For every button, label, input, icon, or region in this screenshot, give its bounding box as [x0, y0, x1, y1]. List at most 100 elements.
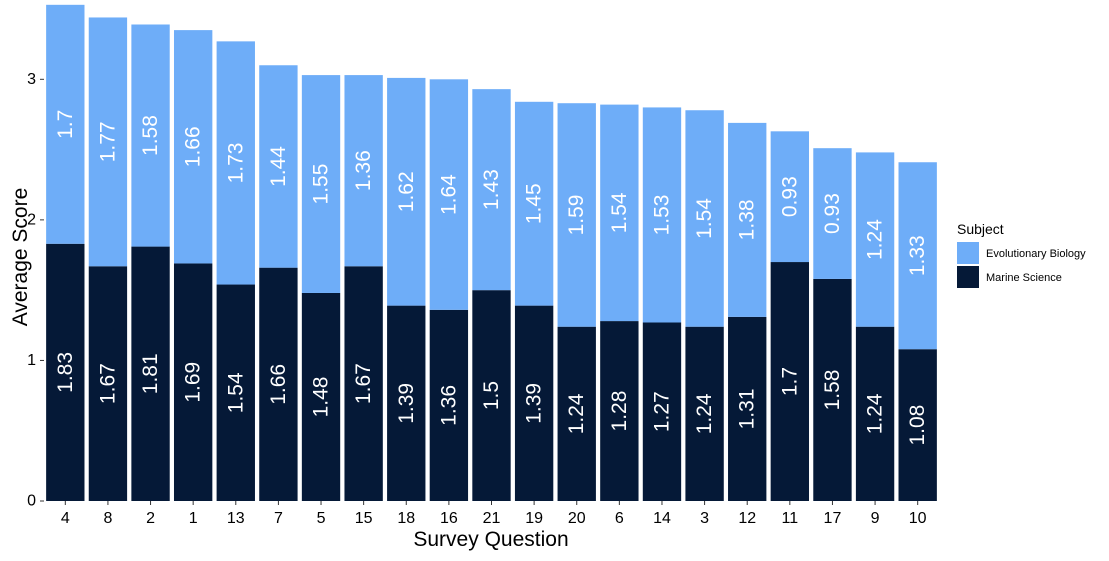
x-axis: 4 8 2 1 13 7 5 15 18 16 21 19 20 6 14 3 12 11 17 9 10 [61, 501, 927, 527]
x-tick-label-q13: 13 [227, 510, 245, 527]
value-label-marine-science-q9: 1.24 [864, 393, 887, 434]
x-tick-label-q19: 19 [525, 510, 543, 527]
x-tick-label-q18: 18 [397, 510, 415, 527]
x-tick-label-q16: 16 [440, 510, 458, 527]
x-tick-label-q15: 15 [355, 510, 373, 527]
x-tick-label-q5: 5 [317, 510, 326, 527]
bar-marine-science-q1 [173, 263, 213, 501]
value-label-evolutionary-biology-q12: 1.38 [736, 199, 759, 240]
value-label-marine-science-q20: 1.24 [565, 393, 588, 434]
bar-marine-science-q21 [472, 290, 511, 501]
value-label-marine-science-q15: 1.67 [352, 363, 375, 404]
bar-marine-science-q2 [131, 246, 170, 501]
x-tick-label-q14: 14 [653, 510, 671, 527]
x-tick-label-q21: 21 [483, 510, 501, 527]
y-tick-label-3: 3 [27, 71, 36, 88]
value-label-marine-science-q3: 1.24 [693, 393, 716, 434]
bar-marine-science-q11 [770, 262, 810, 501]
legend-label-evolutionary-biology: Evolutionary Biology [986, 248, 1086, 260]
value-label-evolutionary-biology-q6: 1.54 [608, 192, 631, 233]
value-label-evolutionary-biology-q4: 1.7 [54, 110, 77, 139]
bar-evolutionary-biology-q17 [813, 148, 852, 279]
value-label-evolutionary-biology-q11: 0.93 [778, 176, 801, 217]
x-tick-label-q7: 7 [274, 510, 283, 527]
value-label-evolutionary-biology-q17: 0.93 [821, 193, 844, 234]
bar-marine-science-q17 [813, 278, 852, 501]
bar-evolutionary-biology-q1 [173, 30, 213, 264]
value-label-marine-science-q18: 1.39 [395, 383, 418, 424]
x-tick-label-q8: 8 [103, 510, 112, 527]
value-label-evolutionary-biology-q10: 1.33 [906, 235, 929, 276]
x-tick-label-q3: 3 [700, 510, 709, 527]
bar-marine-science-q6 [600, 321, 639, 501]
bar-marine-science-q15 [344, 266, 383, 501]
bar-evolutionary-biology-q8 [88, 17, 128, 267]
x-tick-label-q9: 9 [871, 510, 880, 527]
value-label-marine-science-q17: 1.58 [821, 370, 844, 411]
bar-marine-science-q4 [46, 243, 85, 501]
bar-marine-science-q20 [557, 326, 596, 501]
bar-evolutionary-biology-q9 [855, 152, 895, 327]
bar-evolutionary-biology-q3 [685, 110, 724, 327]
bar-evolutionary-biology-q12 [728, 122, 767, 317]
x-tick-label-q17: 17 [824, 510, 842, 527]
value-label-marine-science-q8: 1.67 [96, 363, 119, 404]
value-label-marine-science-q12: 1.31 [736, 388, 759, 429]
y-tick-label-1: 1 [27, 352, 36, 369]
value-label-marine-science-q7: 1.66 [267, 364, 290, 405]
x-tick-label-q20: 20 [568, 510, 586, 527]
bar-evolutionary-biology-q2 [131, 24, 170, 247]
value-label-evolutionary-biology-q14: 1.53 [650, 195, 673, 236]
value-label-evolutionary-biology-q19: 1.45 [523, 183, 546, 224]
bar-marine-science-q18 [387, 305, 426, 501]
legend-label-marine-science: Marine Science [986, 272, 1062, 284]
bar-marine-science-q13 [216, 284, 255, 501]
x-tick-label-q10: 10 [909, 510, 927, 527]
bar-marine-science-q10 [898, 349, 937, 501]
value-label-marine-science-q14: 1.27 [650, 391, 673, 432]
bar-marine-science-q12 [728, 316, 767, 501]
bar-marine-science-q3 [685, 326, 724, 501]
bar-evolutionary-biology-q20 [557, 103, 596, 327]
bar-marine-science-q14 [642, 322, 682, 501]
value-labels-layer: 1.83 1.7 1.67 1.77 1.81 1.58 1.69 1.66 1.54 1.73 1… [54, 110, 929, 446]
value-label-evolutionary-biology-q18: 1.62 [395, 171, 418, 212]
legend-title: Subject [957, 221, 1004, 237]
x-axis-title: Survey Question [413, 528, 568, 551]
bar-evolutionary-biology-q18 [387, 77, 426, 306]
bar-evolutionary-biology-q6 [600, 104, 639, 322]
x-tick-label-q1: 1 [189, 510, 198, 527]
value-label-evolutionary-biology-q15: 1.36 [352, 150, 375, 191]
value-label-evolutionary-biology-q13: 1.73 [224, 143, 247, 184]
bar-marine-science-q5 [301, 292, 341, 501]
value-label-marine-science-q5: 1.48 [310, 377, 333, 418]
y-axis: 0 1 2 3 [27, 71, 44, 510]
bar-marine-science-q8 [88, 266, 128, 501]
value-label-marine-science-q2: 1.81 [139, 353, 162, 394]
y-tick-label-2: 2 [27, 211, 36, 228]
value-label-evolutionary-biology-q8: 1.77 [96, 121, 119, 162]
y-axis-title: Average Score [9, 188, 32, 327]
bar-evolutionary-biology-q19 [514, 101, 554, 306]
value-label-marine-science-q4: 1.83 [54, 352, 77, 393]
legend-swatch-evolutionary-biology [957, 242, 979, 264]
bar-evolutionary-biology-q4 [46, 4, 85, 244]
x-tick-label-q11: 11 [782, 510, 799, 527]
value-label-marine-science-q11: 1.7 [778, 367, 801, 396]
y-tick-label-0: 0 [27, 493, 36, 510]
bar-marine-science-q16 [429, 309, 469, 501]
x-tick-label-q2: 2 [146, 510, 155, 527]
value-label-marine-science-q16: 1.36 [437, 385, 460, 426]
value-label-evolutionary-biology-q5: 1.55 [310, 164, 333, 205]
value-label-marine-science-q10: 1.08 [906, 405, 929, 446]
bar-evolutionary-biology-q10 [898, 162, 937, 350]
x-tick-label-q12: 12 [738, 510, 756, 527]
value-label-evolutionary-biology-q2: 1.58 [139, 115, 162, 156]
value-label-marine-science-q19: 1.39 [523, 383, 546, 424]
bar-marine-science-q7 [259, 267, 298, 501]
bar-evolutionary-biology-q13 [216, 41, 255, 285]
value-label-evolutionary-biology-q7: 1.44 [267, 146, 290, 187]
bar-evolutionary-biology-q21 [472, 89, 511, 291]
